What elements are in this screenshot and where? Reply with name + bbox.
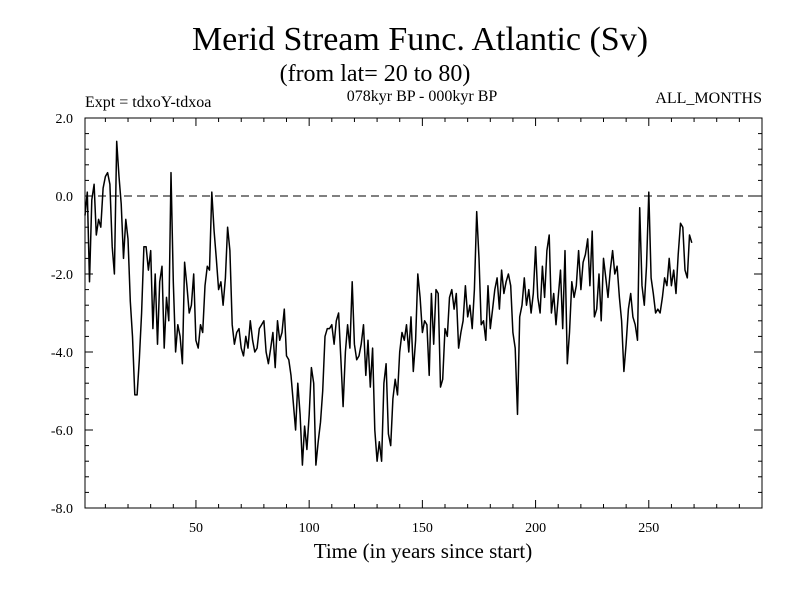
y-tick-label: -4.0	[51, 346, 73, 361]
x-tick-label: 150	[412, 521, 433, 536]
y-tick-label: -2.0	[51, 268, 73, 283]
annotation-period: 078kyr BP - 000kyr BP	[347, 88, 498, 105]
y-tick-label: -6.0	[51, 424, 73, 439]
plot-area: -8.0 -6.0 -4.0 -2.0 0.0 2.0 50 100 150 200 250	[51, 112, 763, 536]
annotation-months: ALL_MONTHS	[655, 90, 762, 107]
chart-subtitle: (from lat= 20 to 80)	[280, 61, 471, 87]
y-tick-label: 2.0	[56, 112, 74, 127]
x-tick-labels: 50 100 150 200 250	[189, 521, 659, 536]
y-tick-label: 0.0	[56, 190, 74, 205]
chart-title: Merid Stream Func. Atlantic (Sv)	[192, 21, 648, 58]
plot-frame	[84, 117, 763, 509]
annotation-experiment: Expt = tdxoY-tdxoa	[85, 94, 211, 111]
y-tick-labels: -8.0 -6.0 -4.0 -2.0 0.0 2.0	[51, 112, 73, 517]
series-line	[84, 140, 693, 466]
x-tick-label: 100	[299, 521, 320, 536]
x-tick-label: 200	[525, 521, 546, 536]
y-tick-label: -8.0	[51, 502, 73, 517]
x-tick-label: 250	[638, 521, 659, 536]
x-axis-label: Time (in years since start)	[314, 539, 533, 563]
x-tick-label: 50	[189, 521, 203, 536]
